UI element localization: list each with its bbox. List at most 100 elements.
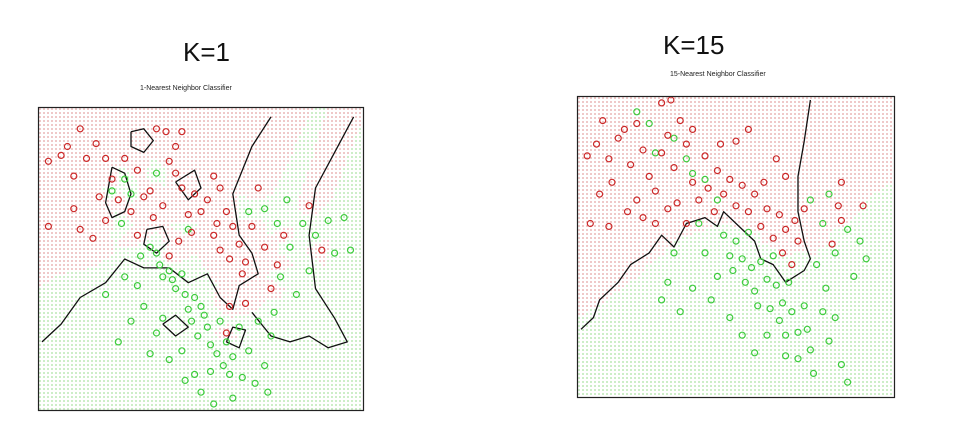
decision-boundary-6 bbox=[162, 314, 189, 337]
red-point-42 bbox=[608, 178, 616, 186]
red-point-14 bbox=[121, 154, 129, 163]
red-point-38 bbox=[772, 155, 780, 163]
green-point-60 bbox=[101, 290, 110, 299]
green-point-24 bbox=[778, 299, 787, 307]
green-point-31 bbox=[261, 362, 269, 370]
green-point-15 bbox=[747, 264, 756, 272]
red-point-48 bbox=[673, 199, 681, 207]
red-point-4 bbox=[614, 134, 622, 142]
green-point-48 bbox=[133, 282, 142, 290]
green-point-21 bbox=[216, 317, 224, 325]
green-point-32 bbox=[806, 346, 814, 354]
green-point-12 bbox=[738, 255, 746, 263]
green-point-16 bbox=[751, 287, 759, 295]
red-point-19 bbox=[704, 184, 712, 192]
red-point-53 bbox=[172, 169, 180, 177]
green-point-35 bbox=[819, 308, 827, 316]
red-point-20 bbox=[162, 128, 170, 136]
green-point-12 bbox=[184, 305, 192, 313]
green-point-6 bbox=[701, 175, 709, 184]
green-point-43 bbox=[324, 216, 332, 225]
red-point-55 bbox=[178, 128, 186, 136]
green-point-30 bbox=[800, 302, 808, 310]
green-point-64 bbox=[136, 252, 145, 260]
red-point-62 bbox=[688, 125, 697, 134]
green-point-53 bbox=[165, 356, 173, 364]
red-point-46 bbox=[651, 219, 660, 228]
green-point-35 bbox=[273, 219, 281, 228]
decision-boundary-1 bbox=[251, 116, 355, 349]
red-point-26 bbox=[191, 190, 199, 198]
red-point-44 bbox=[273, 261, 281, 269]
green-point-21 bbox=[769, 252, 777, 260]
red-point-40 bbox=[248, 222, 256, 231]
red-point-29 bbox=[760, 178, 768, 186]
green-point-59 bbox=[751, 349, 759, 357]
red-point-13 bbox=[670, 163, 678, 172]
green-point-40 bbox=[299, 219, 307, 228]
green-point-20 bbox=[766, 305, 774, 313]
red-point-45 bbox=[639, 213, 647, 222]
red-point-49 bbox=[682, 219, 691, 228]
green-point-50 bbox=[701, 249, 709, 257]
red-point-3 bbox=[70, 172, 78, 180]
green-point-53 bbox=[713, 272, 721, 280]
green-point-54 bbox=[178, 347, 186, 355]
green-point-1 bbox=[121, 175, 129, 183]
green-point-40 bbox=[844, 378, 852, 386]
red-point-29 bbox=[210, 172, 218, 180]
green-point-17 bbox=[754, 302, 762, 310]
green-point-26 bbox=[785, 278, 793, 286]
green-point-45 bbox=[340, 213, 348, 222]
green-point-6 bbox=[159, 273, 167, 281]
red-point-46 bbox=[305, 202, 313, 210]
red-point-32 bbox=[775, 211, 783, 219]
green-point-69 bbox=[206, 367, 215, 376]
green-point-52 bbox=[152, 329, 161, 337]
green-point-62 bbox=[782, 352, 790, 360]
green-point-7 bbox=[713, 196, 721, 204]
red-point-43 bbox=[623, 208, 632, 216]
red-point-31 bbox=[769, 234, 777, 242]
red-point-57 bbox=[837, 216, 845, 225]
green-point-22 bbox=[772, 281, 780, 289]
green-point-33 bbox=[809, 369, 818, 377]
red-point-34 bbox=[222, 207, 230, 216]
red-point-52 bbox=[159, 202, 167, 210]
red-point-12 bbox=[95, 193, 103, 201]
red-point-13 bbox=[101, 216, 110, 225]
red-point-9 bbox=[645, 172, 653, 181]
green-point-41 bbox=[305, 267, 313, 275]
red-point-24 bbox=[184, 210, 192, 219]
green-point-36 bbox=[276, 273, 285, 281]
red-point-21 bbox=[713, 166, 721, 175]
red-point-41 bbox=[254, 184, 262, 192]
green-point-28 bbox=[245, 347, 253, 355]
red-point-28 bbox=[757, 222, 765, 230]
red-point-47 bbox=[318, 246, 326, 254]
red-point-28 bbox=[203, 196, 211, 204]
green-point-57 bbox=[657, 296, 666, 304]
red-point-47 bbox=[664, 205, 672, 213]
green-point-55 bbox=[664, 278, 672, 286]
green-point-51 bbox=[114, 338, 122, 346]
green-point-58 bbox=[738, 331, 746, 339]
green-point-1 bbox=[645, 119, 653, 128]
decision-boundary-0 bbox=[580, 99, 812, 330]
green-point-61 bbox=[763, 331, 771, 339]
red-point-18 bbox=[701, 152, 709, 160]
red-point-42 bbox=[261, 243, 269, 251]
red-point-22 bbox=[720, 190, 728, 198]
plot-frame bbox=[576, 95, 896, 399]
red-point-45 bbox=[280, 231, 288, 239]
green-point-4 bbox=[152, 249, 161, 257]
red-point-17 bbox=[695, 196, 703, 204]
green-point-37 bbox=[825, 337, 833, 345]
green-point-63 bbox=[117, 219, 126, 228]
green-point-14 bbox=[191, 293, 199, 302]
green-point-52 bbox=[707, 296, 715, 304]
green-point-48 bbox=[825, 190, 833, 198]
red-point-7 bbox=[633, 119, 641, 128]
green-point-68 bbox=[181, 376, 189, 384]
decision-boundary-7 bbox=[225, 326, 247, 349]
